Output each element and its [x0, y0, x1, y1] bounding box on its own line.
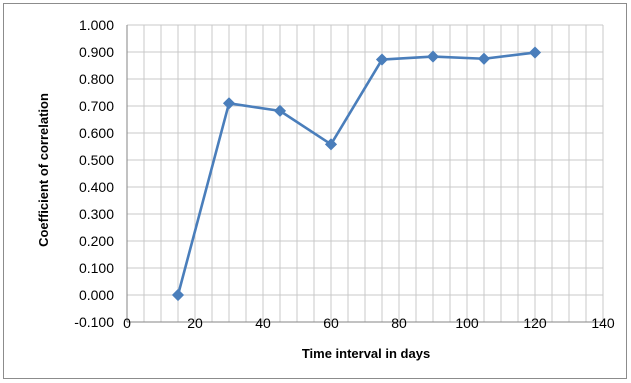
data-point-marker: [426, 50, 440, 63]
data-point-marker: [273, 104, 287, 117]
y-tick-label: 0.700: [79, 98, 114, 114]
x-tick-label: 40: [255, 315, 271, 331]
x-tick-label: 120: [523, 315, 547, 331]
y-tick-label: 1.000: [79, 17, 114, 33]
x-tick-labels: 0 20 40 60 80 100 120 140: [123, 315, 615, 331]
y-tick-label: 0.000: [79, 287, 114, 303]
y-tick-label: 0.300: [79, 206, 114, 222]
series-line: [176, 51, 536, 296]
y-tick-labels: -0.100 0.000 0.100 0.200 0.300 0.400 0.500 0.60…: [74, 17, 114, 330]
x-tick-label: 140: [591, 315, 615, 331]
y-tick-label: -0.100: [74, 314, 114, 330]
x-tick-label: 80: [391, 315, 407, 331]
x-tick-label: 20: [187, 315, 203, 331]
data-point-marker: [222, 97, 236, 110]
x-axis-title: Time interval in days: [302, 346, 430, 361]
chart-frame: [3, 3, 627, 379]
data-point-marker: [477, 52, 491, 65]
series-group: [171, 46, 542, 302]
data-point-marker: [324, 138, 338, 151]
y-tick-label: 0.900: [79, 44, 114, 60]
x-tick-label: 100: [455, 315, 479, 331]
y-tick-label: 0.800: [79, 71, 114, 87]
data-point-marker: [528, 46, 542, 59]
y-tick-label: 0.500: [79, 152, 114, 168]
y-tick-label: 0.400: [79, 179, 114, 195]
data-point-marker: [375, 53, 389, 66]
y-tick-label: 0.600: [79, 125, 114, 141]
axes: [126, 25, 603, 323]
data-point-marker: [171, 288, 185, 302]
y-tick-label: 0.100: [79, 260, 114, 276]
y-axis-title: Coefficient of correlation: [36, 93, 51, 247]
gridlines: [126, 24, 604, 323]
x-tick-label: 60: [323, 315, 339, 331]
x-tick-label: 0: [123, 315, 131, 331]
y-tick-label: 0.200: [79, 233, 114, 249]
